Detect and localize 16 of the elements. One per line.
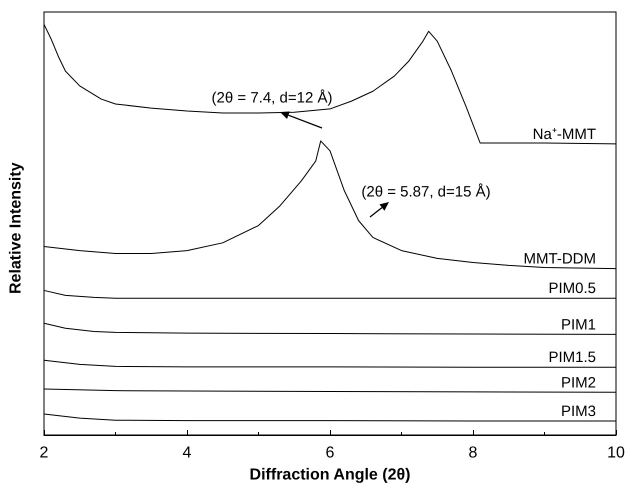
x-tick-label: 6	[326, 444, 335, 462]
series-label: PIM2	[560, 374, 596, 392]
x-tick-label: 8	[468, 444, 478, 462]
x-tick-label: 2	[40, 444, 49, 462]
y-axis-title: Relative Intensity	[8, 162, 24, 294]
series-label: PIM1	[560, 316, 596, 334]
x-axis-title: Diffraction Angle (2θ)	[250, 466, 410, 484]
x-tick-label: 4	[182, 444, 192, 462]
series-label: PIM0.5	[548, 280, 596, 298]
annotation: (2θ = 7.4, d=12 Å)	[212, 88, 332, 106]
series-label: PIM3	[560, 403, 596, 420]
series-label: PIM1.5	[548, 349, 596, 366]
series-label: Na⁺-MMT	[532, 126, 596, 143]
annotation: (2θ = 5.87, d=15 Å)	[361, 182, 491, 200]
series-label: MMT-DDM	[524, 250, 596, 268]
x-tick-label: 10	[607, 444, 625, 462]
